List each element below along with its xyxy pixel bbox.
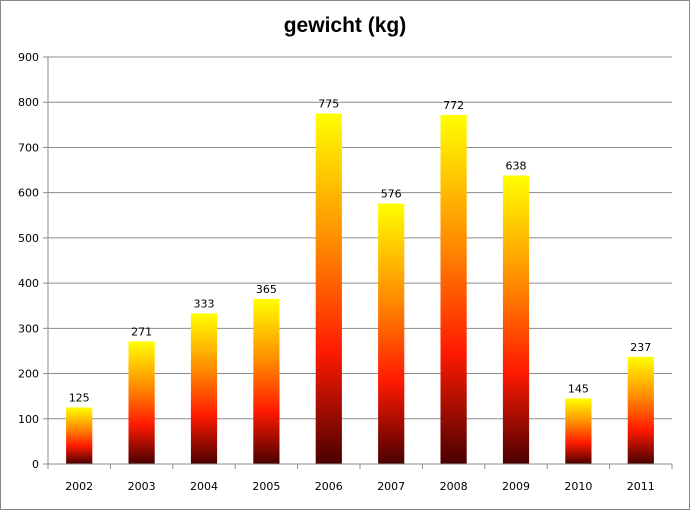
bar-2009 — [502, 175, 530, 464]
y-tick-label: 200 — [18, 368, 39, 381]
x-tick-label: 2010 — [564, 480, 592, 493]
bar-2002 — [66, 407, 93, 464]
y-tick-label: 700 — [18, 141, 39, 154]
x-tick-label: 2011 — [627, 480, 655, 493]
y-tick-label: 800 — [18, 96, 39, 109]
y-tick-label: 600 — [18, 187, 39, 200]
y-tick-label: 500 — [18, 232, 39, 245]
y-tick-label: 300 — [18, 322, 39, 335]
x-tick-label: 2009 — [502, 480, 530, 493]
y-tick-label: 0 — [32, 458, 39, 471]
x-tick-label: 2002 — [65, 480, 93, 493]
x-tick-label: 2004 — [190, 480, 218, 493]
y-tick-label: 400 — [18, 277, 39, 290]
data-label: 145 — [568, 382, 589, 395]
y-tick-label: 900 — [18, 51, 39, 64]
data-label: 638 — [506, 159, 527, 172]
bar-2010 — [565, 398, 592, 464]
bar-2006 — [315, 113, 342, 465]
bar-2007 — [378, 203, 405, 464]
bar-2008 — [440, 114, 467, 464]
data-label: 333 — [194, 297, 215, 310]
data-label: 775 — [318, 98, 339, 111]
data-label: 576 — [381, 188, 402, 201]
chart-title: gewicht (kg) — [283, 14, 407, 37]
bar-2003 — [128, 341, 155, 464]
data-label: 365 — [256, 283, 277, 296]
bar-2004 — [190, 313, 218, 464]
x-tick-label: 2006 — [315, 480, 343, 493]
y-tick-label: 100 — [18, 413, 39, 426]
x-tick-label: 2005 — [252, 480, 280, 493]
data-label: 125 — [69, 391, 90, 404]
x-tick-label: 2008 — [440, 480, 468, 493]
data-label: 271 — [131, 325, 152, 338]
x-tick-label: 2003 — [128, 480, 156, 493]
data-label: 772 — [443, 99, 464, 112]
bar-2011 — [627, 356, 654, 464]
bar-2005 — [253, 298, 280, 464]
x-tick-label: 2007 — [377, 480, 405, 493]
data-label: 237 — [630, 341, 651, 354]
